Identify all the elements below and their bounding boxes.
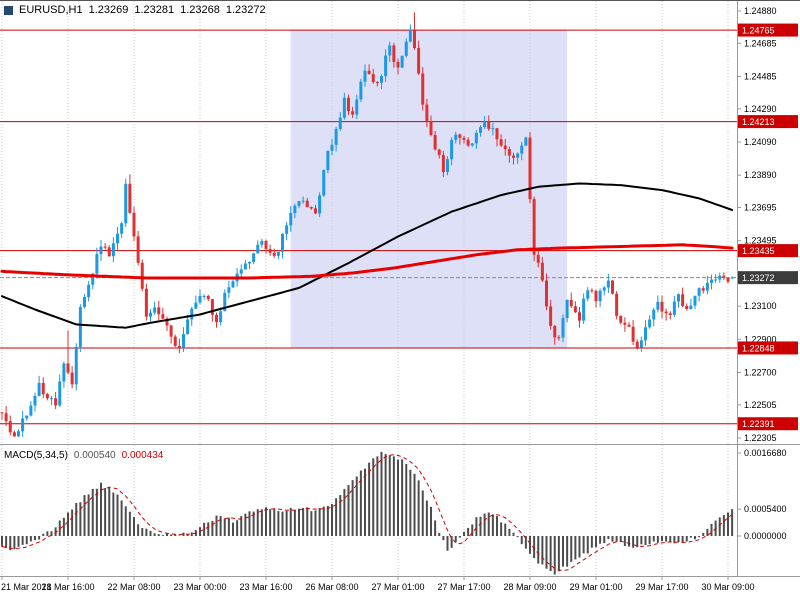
svg-text:0.0000000: 0.0000000 <box>744 531 787 541</box>
macd-axis-labels: 0.0016680 0.0005400 0.0000000 <box>737 448 787 541</box>
ma-slow-black-line <box>1 182 734 329</box>
svg-text:1.22305: 1.22305 <box>744 433 777 443</box>
svg-text:1.24090: 1.24090 <box>744 137 777 147</box>
svg-text:26 Mar 08:00: 26 Mar 08:00 <box>305 582 358 592</box>
svg-text:1.23495: 1.23495 <box>744 236 777 246</box>
svg-text:1.23272: 1.23272 <box>742 273 775 283</box>
svg-text:1.22848: 1.22848 <box>742 343 775 353</box>
svg-text:1.24290: 1.24290 <box>744 104 777 114</box>
svg-text:27 Mar 17:00: 27 Mar 17:00 <box>437 582 490 592</box>
level-badge: 1.22848 <box>738 341 798 355</box>
svg-text:30 Mar 09:00: 30 Mar 09:00 <box>701 582 754 592</box>
svg-text:29 Mar 17:00: 29 Mar 17:00 <box>635 582 688 592</box>
level-badge: 1.22391 <box>738 417 798 431</box>
svg-text:1.22505: 1.22505 <box>744 400 777 410</box>
svg-text:1.22700: 1.22700 <box>744 367 777 377</box>
level-badge: 1.24213 <box>738 115 798 129</box>
price-level-badges: 1.24765 1.24213 1.23435 1.22848 1.22391 1.232… <box>738 23 798 431</box>
svg-text:21 Mar 2018: 21 Mar 2018 <box>1 582 52 592</box>
price-level-lines <box>0 29 737 425</box>
ma-fast-red-line <box>0 243 734 280</box>
svg-text:23 Mar 00:00: 23 Mar 00:00 <box>173 582 226 592</box>
candlestick-series <box>0 12 734 437</box>
svg-text:27 Mar 01:00: 27 Mar 01:00 <box>371 582 424 592</box>
svg-text:22 Mar 08:00: 22 Mar 08:00 <box>107 582 160 592</box>
svg-text:1.23435: 1.23435 <box>742 246 775 256</box>
svg-text:1.24880: 1.24880 <box>744 6 777 16</box>
svg-text:1.22900: 1.22900 <box>744 334 777 344</box>
svg-text:21 Mar 16:00: 21 Mar 16:00 <box>41 582 94 592</box>
level-badge: 1.23435 <box>738 244 798 258</box>
svg-text:1.24213: 1.24213 <box>742 117 775 127</box>
current-price-badge: 1.23272 <box>738 271 798 285</box>
svg-text:0.0005400: 0.0005400 <box>744 504 787 514</box>
macd-histogram <box>1 451 734 575</box>
svg-text:23 Mar 16:00: 23 Mar 16:00 <box>239 582 292 592</box>
svg-text:29 Mar 01:00: 29 Mar 01:00 <box>569 582 622 592</box>
svg-text:28 Mar 09:00: 28 Mar 09:00 <box>503 582 556 592</box>
svg-text:1.24765: 1.24765 <box>742 26 775 36</box>
svg-text:1.23890: 1.23890 <box>744 170 777 180</box>
highlight-region <box>290 30 568 348</box>
svg-text:1.23695: 1.23695 <box>744 203 777 213</box>
svg-text:1.24485: 1.24485 <box>744 72 777 82</box>
svg-text:1.23100: 1.23100 <box>744 301 777 311</box>
price-axis-labels: 1.24880 1.24685 1.24485 1.24290 1.24090 1.238… <box>737 6 777 443</box>
level-badge: 1.24765 <box>738 23 798 37</box>
svg-text:0.0016680: 0.0016680 <box>744 448 787 458</box>
panel-frame <box>0 1 800 577</box>
svg-text:1.24685: 1.24685 <box>744 38 777 48</box>
svg-text:1.22391: 1.22391 <box>742 419 775 429</box>
macd-signal-line <box>1 454 733 571</box>
